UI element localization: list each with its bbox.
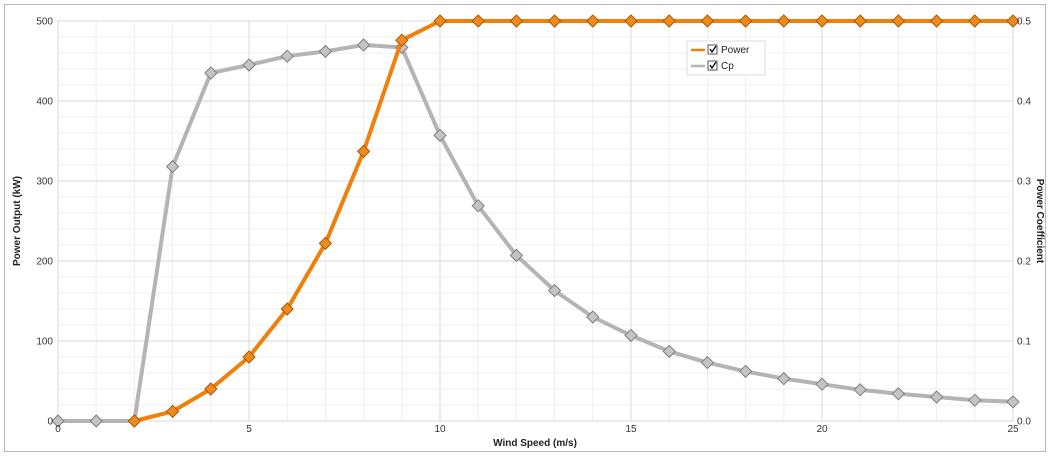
power-point-marker: [1006, 14, 1020, 28]
grid: [57, 20, 1014, 422]
legend: Power Cp: [686, 40, 766, 76]
y2-tick-label: 0.1: [1017, 337, 1031, 348]
power-point-marker: [662, 14, 676, 28]
x-tick-label: 0: [55, 424, 61, 435]
power-point-marker: [815, 14, 829, 28]
x-axis-title: Wind Speed (m/s): [493, 438, 577, 449]
power-point-marker: [586, 14, 600, 28]
y2-tick-label: 0.3: [1017, 177, 1031, 188]
power-point-marker: [204, 382, 218, 396]
plot-area: [57, 20, 1014, 422]
power-point-marker: [395, 33, 409, 47]
y2-tick-label: 0.0: [1017, 417, 1031, 428]
y-axis-title: Power Output (kW): [12, 176, 23, 266]
power-point-marker: [853, 14, 867, 28]
cp-point-marker: [204, 66, 218, 80]
power-point-marker: [624, 14, 638, 28]
cp-point-marker: [242, 58, 256, 72]
y-tick-label: 400: [36, 97, 53, 108]
cp-point-marker: [471, 199, 485, 213]
y2-tick-label: 0.2: [1017, 257, 1031, 268]
x-tick-label: 25: [1007, 424, 1019, 435]
legend-power-check-icon: [709, 45, 717, 54]
power-point-marker: [547, 14, 562, 28]
cp-point-marker: [509, 248, 524, 263]
cp-point-marker: [356, 38, 371, 52]
y-tick-label: 300: [36, 177, 53, 188]
cp-point-marker: [891, 387, 906, 401]
power-point-marker: [356, 144, 371, 159]
legend-power-label: Power: [721, 45, 750, 56]
cp-point-marker: [777, 371, 791, 386]
ticks: 0 5 10 15 20 25 0 100 200 300 400 500 0.0 0.1 0.2 0.3 0.…: [36, 17, 1031, 436]
cp-point-marker: [318, 44, 333, 59]
cp-point-marker: [624, 328, 638, 343]
x-tick-label: 10: [434, 424, 446, 435]
power-point-marker: [929, 14, 944, 28]
cp-point-marker: [586, 310, 600, 324]
x-tick-label: 20: [816, 424, 828, 435]
power-point-marker: [471, 14, 485, 28]
cp-series-line: [56, 43, 1015, 423]
y2-axis-title: Power Coefficient: [1034, 179, 1045, 264]
power-point-marker: [777, 14, 791, 28]
power-point-marker: [738, 14, 753, 28]
power-point-marker: [318, 236, 333, 251]
cp-point-marker: [738, 364, 753, 379]
legend-cp-checkbox[interactable]: [707, 60, 718, 71]
series-layer: [51, 14, 1020, 428]
cp-point-marker: [1006, 395, 1020, 409]
cp-point-marker: [662, 344, 676, 359]
legend-cp-check-icon: [709, 61, 717, 70]
power-point-marker: [891, 14, 906, 28]
cp-point-marker: [165, 159, 180, 174]
cp-point-marker: [815, 377, 829, 391]
x-tick-label: 15: [625, 424, 637, 435]
power-point-marker: [968, 14, 982, 28]
cp-point-marker: [853, 383, 867, 397]
y-tick-label: 100: [36, 337, 53, 348]
cp-point-marker: [51, 414, 65, 428]
legend-cp-label: Cp: [721, 61, 734, 72]
power-point-marker: [242, 350, 256, 364]
y-tick-label: 200: [36, 257, 53, 268]
legend-box: [686, 40, 766, 76]
x-tick-label: 5: [246, 424, 252, 435]
y2-tick-label: 0.5: [1017, 17, 1031, 28]
cp-point-marker: [700, 355, 715, 370]
power-point-marker: [165, 404, 180, 419]
cp-point-marker: [433, 128, 447, 143]
y-tick-label: 0: [47, 417, 53, 428]
y2-tick-label: 0.4: [1017, 97, 1031, 108]
y-tick-label: 500: [36, 17, 53, 28]
power-point-marker: [280, 302, 294, 316]
cp-point-marker: [929, 390, 944, 404]
power-point-marker: [433, 14, 447, 28]
cp-point-marker: [280, 49, 294, 63]
power-point-marker: [127, 414, 142, 428]
power-point-marker: [509, 14, 524, 28]
legend-power-checkbox[interactable]: [707, 44, 718, 55]
power-point-marker: [700, 14, 715, 28]
cp-point-marker: [89, 414, 103, 428]
cp-point-marker: [968, 393, 982, 407]
cp-point-marker: [547, 283, 562, 298]
